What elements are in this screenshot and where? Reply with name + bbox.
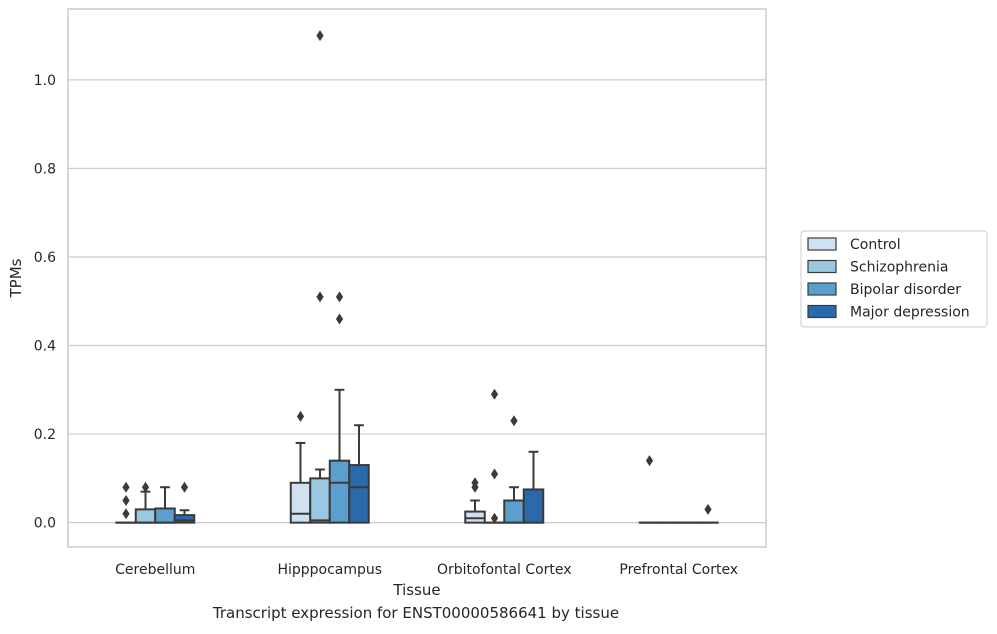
box-schizophrenia xyxy=(134,481,157,524)
box-iqr xyxy=(154,507,176,524)
box-control xyxy=(464,477,486,524)
box-major-depression xyxy=(348,424,370,524)
outlier-point xyxy=(122,481,130,493)
y-tick-label: 1.0 xyxy=(34,73,56,89)
box-iqr xyxy=(173,514,196,524)
legend-frame xyxy=(800,230,988,328)
box-bipolar-disorder xyxy=(154,486,176,524)
box-major-depression xyxy=(697,503,719,524)
box-iqr xyxy=(464,510,486,524)
box-iqr xyxy=(503,499,525,524)
chart-caption: Transcript expression for ENST0000058664… xyxy=(212,604,620,622)
y-tick-label: 0.0 xyxy=(34,516,56,532)
x-tick-labels: Cerebellum Hipppocampus Orbitofontal Corte… xyxy=(115,562,738,578)
y-tick-label: 0.6 xyxy=(34,250,56,266)
outlier-point xyxy=(296,410,305,422)
outlier-point xyxy=(490,512,499,524)
box-iqr xyxy=(522,488,545,524)
outlier-point xyxy=(335,313,344,325)
x-tick-label: Orbitofontal Cortex xyxy=(437,562,572,578)
legend-label: Major depression xyxy=(850,305,970,321)
y-tick-label: 0.2 xyxy=(34,427,56,443)
outlier-point xyxy=(490,388,499,400)
box-iqr xyxy=(134,508,157,524)
outlier-point xyxy=(471,477,479,489)
outlier-point xyxy=(316,291,324,303)
legend: Control Schizophrenia Bipolar disorder Majo… xyxy=(800,230,988,328)
box-iqr xyxy=(289,481,312,524)
outlier-point xyxy=(122,495,130,507)
box-plot-chart: 0.0 0.2 0.4 0.6 0.8 1.0 Cerebellum Hipppocampu… xyxy=(7,8,988,599)
legend-label: Bipolar disorder xyxy=(850,282,961,298)
box-control xyxy=(638,455,661,524)
legend-label: Schizophrenia xyxy=(850,260,948,276)
box-major-depression xyxy=(522,450,545,524)
y-axis-label: TPMs xyxy=(7,258,25,298)
outlier-point xyxy=(316,30,324,42)
legend-swatch xyxy=(807,259,837,274)
grid-lines xyxy=(68,79,766,524)
plot-frame xyxy=(67,8,767,548)
box-iqr xyxy=(348,464,370,524)
legend-swatch xyxy=(807,282,837,296)
box-bipolar-disorder xyxy=(328,291,351,524)
box-major-depression xyxy=(173,481,196,524)
box-control xyxy=(289,410,312,524)
x-tick-label: Prefrontal Cortex xyxy=(619,562,738,578)
box-iqr xyxy=(328,459,351,524)
outlier-point xyxy=(180,481,189,493)
box-iqr xyxy=(309,477,331,524)
outlier-point xyxy=(122,508,130,520)
legend-swatch xyxy=(807,237,837,251)
box-control xyxy=(115,481,137,524)
outlier-point xyxy=(645,455,654,467)
outlier-point xyxy=(510,415,518,427)
outlier-point xyxy=(490,468,499,480)
legend-swatch xyxy=(807,304,837,319)
box-bipolar-disorder xyxy=(503,415,525,524)
x-axis-label: Tissue xyxy=(392,581,440,599)
boxes-layer xyxy=(115,30,719,524)
legend-label: Control xyxy=(850,237,901,253)
outlier-point xyxy=(141,481,150,493)
box-schizophrenia xyxy=(483,388,506,524)
x-tick-label: Cerebellum xyxy=(115,562,195,578)
y-tick-label: 0.4 xyxy=(34,339,56,355)
y-tick-label: 0.8 xyxy=(34,161,56,177)
outlier-point xyxy=(704,503,712,515)
box-schizophrenia xyxy=(309,30,331,524)
outlier-point xyxy=(335,291,344,303)
y-tick-labels: 0.0 0.2 0.4 0.6 0.8 1.0 xyxy=(34,73,56,532)
x-tick-label: Hipppocampus xyxy=(277,562,382,578)
